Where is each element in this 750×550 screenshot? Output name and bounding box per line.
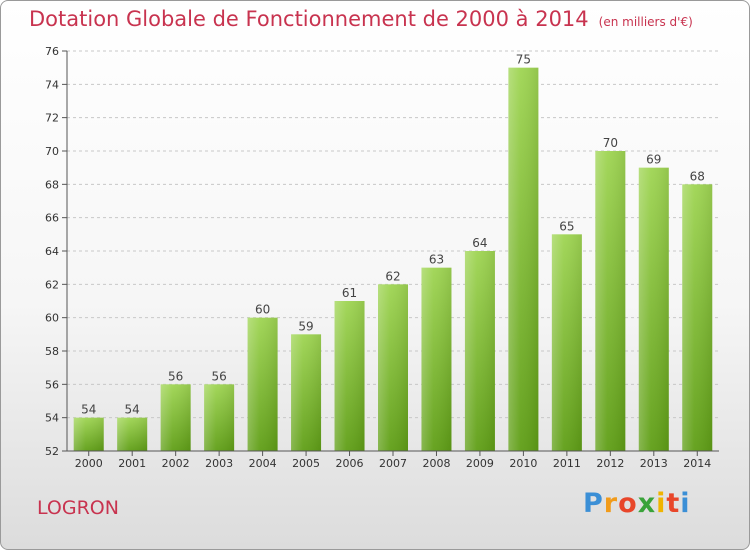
x-tick-label: 2005 [292, 457, 320, 470]
commune-name: LOGRON [37, 497, 119, 519]
data-label: 64 [472, 236, 487, 250]
data-label: 65 [559, 219, 574, 233]
y-tick-label: 58 [45, 345, 59, 358]
logo-letter: r [603, 488, 619, 519]
data-label: 59 [298, 319, 313, 333]
y-tick-label: 70 [45, 145, 59, 158]
bar-shine [595, 151, 626, 451]
data-label: 69 [646, 153, 661, 167]
y-tick-label: 66 [45, 212, 59, 225]
data-label: 63 [429, 253, 444, 267]
bar-shine [682, 184, 713, 452]
chart-subtitle: (en milliers d'€) [598, 15, 693, 29]
x-tick-label: 2013 [640, 457, 668, 470]
chart-title: Dotation Globale de Fonctionnement de 20… [29, 7, 693, 31]
y-tick-labels: 52 54 56 58 60 62 64 66 68 70 72 74 76 [45, 45, 59, 458]
bar-shine [73, 417, 104, 451]
data-label: 70 [603, 136, 618, 150]
x-tick-label: 2003 [205, 457, 233, 470]
x-tick-label: 2000 [75, 457, 103, 470]
bar-shine [291, 334, 322, 451]
data-label: 54 [125, 403, 140, 417]
bar-shine [334, 301, 365, 451]
bar-shine [204, 384, 235, 451]
bar-shine [160, 384, 191, 451]
data-label: 75 [516, 53, 531, 67]
data-label: 56 [211, 369, 226, 383]
y-tick-label: 68 [45, 178, 59, 191]
bar-shine [508, 67, 539, 452]
x-tick-label: 2012 [596, 457, 624, 470]
data-label: 54 [81, 403, 96, 417]
logo-letter: i [680, 488, 691, 519]
x-tick-label: 2006 [336, 457, 364, 470]
y-tick-label: 56 [45, 378, 59, 391]
data-labels: 54 54 56 56 60 59 61 62 63 64 75 65 70 69 68 [81, 53, 705, 417]
bar-shine [464, 251, 495, 451]
y-tick-label: 54 [45, 412, 59, 425]
bars [73, 67, 713, 452]
data-label: 60 [255, 303, 270, 317]
bar-shine [378, 284, 408, 451]
y-tick-label: 64 [45, 245, 59, 258]
y-tick-label: 60 [45, 312, 59, 325]
x-tick-label: 2010 [509, 457, 537, 470]
logo-letter: x [637, 488, 657, 519]
data-label: 61 [342, 286, 357, 300]
x-tick-label: 2001 [118, 457, 146, 470]
data-label: 56 [168, 369, 183, 383]
bar-shine [421, 267, 452, 451]
bar-shine [117, 417, 148, 451]
x-tick-label: 2002 [162, 457, 190, 470]
x-tick-label: 2008 [422, 457, 450, 470]
y-tick-label: 76 [45, 45, 59, 58]
y-tick-label: 52 [45, 445, 59, 458]
title-text: Dotation Globale de Fonctionnement de 20… [29, 7, 589, 31]
x-tick-label: 2007 [379, 457, 407, 470]
x-tick-label: 2004 [249, 457, 277, 470]
data-label: 62 [385, 269, 400, 283]
proxiti-logo: Proxiti [583, 488, 691, 519]
y-tick-label: 72 [45, 112, 59, 125]
x-tick-labels: 2000 2001 2002 2003 2004 2005 2006 2007 2008 2009… [75, 451, 711, 470]
x-tick-label: 2014 [683, 457, 711, 470]
logo-letter: i [656, 488, 667, 519]
y-tick-label: 74 [45, 78, 59, 91]
x-tick-label: 2009 [466, 457, 494, 470]
bar-shine [638, 167, 669, 451]
logo-letter: P [583, 488, 604, 519]
bar-shine [247, 317, 278, 451]
bar-shine [551, 234, 582, 451]
logo-letter: o [618, 488, 638, 519]
y-tick-label: 62 [45, 278, 59, 291]
data-label: 68 [690, 169, 705, 183]
logo-letter: t [666, 488, 681, 519]
x-tick-label: 2011 [553, 457, 581, 470]
